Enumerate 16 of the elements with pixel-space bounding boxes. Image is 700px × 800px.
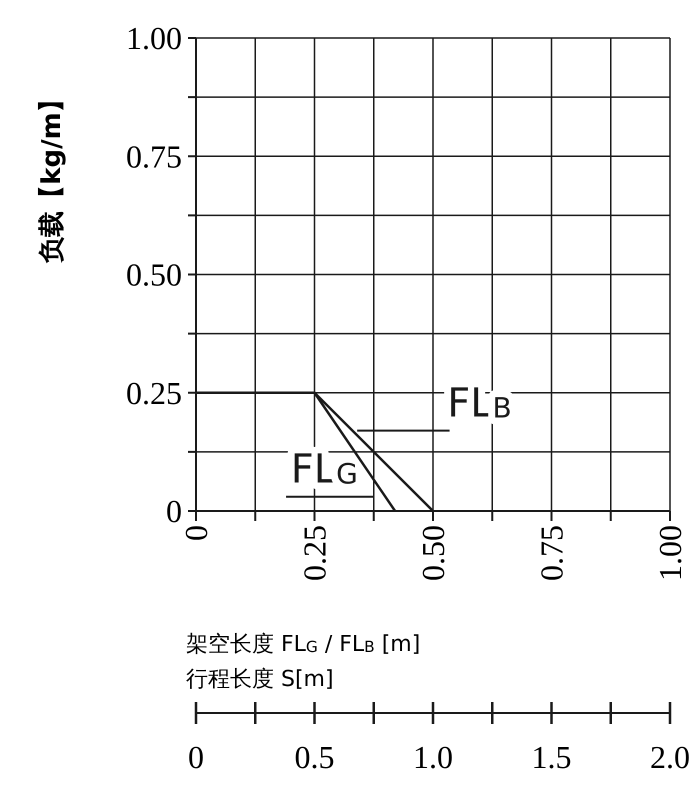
x-tick-label: 0.25 (296, 525, 333, 581)
x2-tick-label: 0.5 (294, 739, 334, 775)
x2-axis-title: 行程长度 S[m] (186, 667, 334, 692)
x2-tick-label: 0 (188, 739, 204, 775)
x2-tick-label: 2.0 (650, 739, 690, 775)
x-tick-label: 0.50 (415, 525, 452, 581)
x2-tick-label: 1.0 (413, 739, 453, 775)
y-tick-label: 0.75 (126, 138, 182, 174)
x2-tick-label: 1.5 (532, 739, 572, 775)
y-tick-label: 1.00 (126, 20, 182, 56)
y-axis-title: 负载【kg/m】 (37, 86, 67, 264)
x-axis-title: 架空长度 FLG / FLB [m] (186, 632, 420, 657)
y-tick-label: 0.25 (126, 374, 182, 411)
x-tick-label: 1.00 (652, 525, 688, 581)
x-tick-label: 0.75 (534, 525, 570, 581)
y-tick-label: 0.50 (126, 256, 182, 293)
